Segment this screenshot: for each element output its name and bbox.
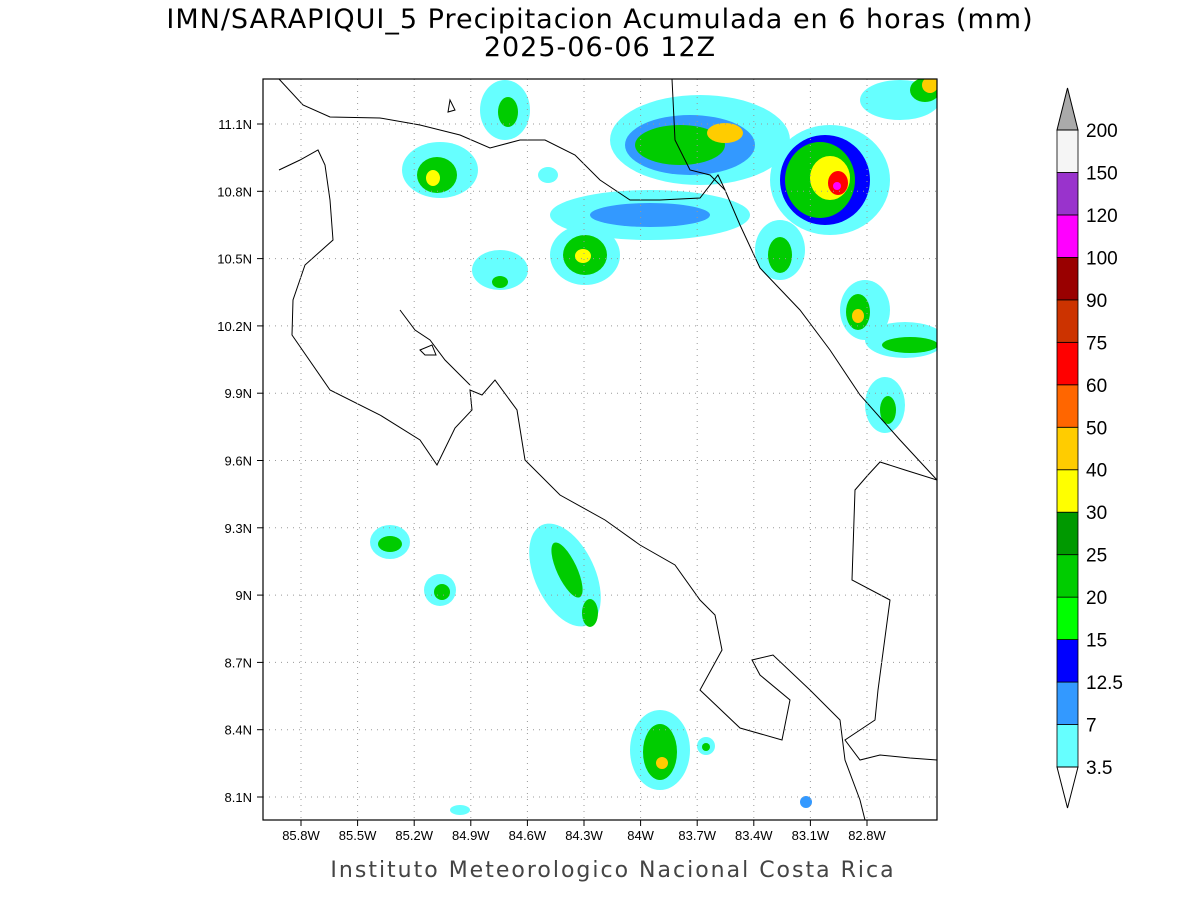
precipitation	[370, 79, 937, 815]
colorbar-label: 150	[1086, 163, 1118, 184]
colorbar-label: 20	[1086, 588, 1107, 609]
lon-tick-label: 84.6W	[509, 828, 547, 843]
colorbar-segment	[1056, 639, 1079, 683]
colorbar-segment	[1056, 214, 1079, 258]
lon-tick-label: 85.5W	[339, 828, 377, 843]
colorbar-label: 100	[1086, 248, 1118, 269]
lat-tick-label: 10.5N	[217, 252, 252, 267]
colorbar-label: 90	[1086, 291, 1107, 312]
lat-tick-label: 9.3N	[225, 521, 252, 536]
colorbar-segment	[1056, 129, 1079, 173]
colorbar-label: 12.5	[1086, 673, 1123, 694]
lon-tick-label: 84.3W	[565, 828, 603, 843]
footer: Instituto Meteorologico Nacional Costa R…	[330, 858, 895, 883]
colorbar-label: 75	[1086, 333, 1107, 354]
lat-tick-label: 8.1N	[225, 790, 252, 805]
colorbar-label: 7	[1086, 716, 1097, 737]
colorbar-segment	[1056, 724, 1079, 768]
colorbar-segment	[1056, 172, 1079, 216]
colorbar-label: 30	[1086, 503, 1107, 524]
title: IMN/SARAPIQUI_5 Precipitacion Acumulada …	[166, 4, 1033, 35]
coastlines	[278, 79, 937, 820]
lat-tick-label: 9.6N	[225, 454, 252, 469]
colorbar-label: 25	[1086, 546, 1107, 567]
colorbar-label: 40	[1086, 461, 1107, 482]
colorbar-label: 200	[1086, 121, 1118, 142]
lon-tick-label: 83.1W	[792, 828, 830, 843]
lat-tick-label: 8.7N	[225, 655, 252, 670]
colorbar-segment	[1056, 554, 1079, 598]
subtitle: 2025-06-06 12Z	[484, 32, 716, 63]
lat-tick-label: 8.4N	[225, 723, 252, 738]
lat-tick-label: 9.9N	[225, 386, 252, 401]
colorbar-over	[1056, 87, 1079, 131]
lon-tick-label: 85.2W	[395, 828, 433, 843]
colorbar-segment	[1056, 511, 1079, 556]
lat-tick-label: 10.8N	[217, 184, 252, 199]
lat-tick-label: 9N	[235, 588, 252, 603]
map-plot	[257, 78, 938, 826]
colorbar-label: 15	[1086, 631, 1107, 652]
colorbar-under	[1056, 766, 1079, 809]
colorbar-label: 50	[1086, 418, 1107, 439]
colorbar-segment	[1056, 256, 1079, 301]
colorbar-segment	[1056, 681, 1079, 725]
lon-tick-label: 85.8W	[282, 828, 320, 843]
colorbar-segment	[1056, 299, 1079, 343]
lon-tick-label: 84.9W	[452, 828, 490, 843]
lat-tick-label: 10.2N	[217, 319, 252, 334]
colorbar-segment	[1056, 469, 1079, 513]
plot-frame	[262, 78, 938, 821]
colorbar-label: 60	[1086, 376, 1107, 397]
colorbar-segment	[1056, 384, 1079, 428]
lat-tick-label: 11.1N	[218, 117, 252, 132]
lon-tick-label: 83.4W	[735, 828, 773, 843]
colorbar-segment	[1056, 426, 1079, 471]
colorbar-label: 120	[1086, 206, 1118, 227]
lon-tick-label: 84W	[627, 828, 654, 843]
lon-tick-label: 83.7W	[678, 828, 716, 843]
colorbar-segment	[1056, 596, 1079, 641]
colorbar: 3.5 7 12.5 15 20 25 30 40 50 60 75 90 100 120 150 200	[1056, 87, 1123, 809]
lon-tick-label: 82.8W	[848, 828, 886, 843]
colorbar-segment	[1056, 341, 1079, 386]
colorbar-label: 3.5	[1086, 758, 1112, 779]
